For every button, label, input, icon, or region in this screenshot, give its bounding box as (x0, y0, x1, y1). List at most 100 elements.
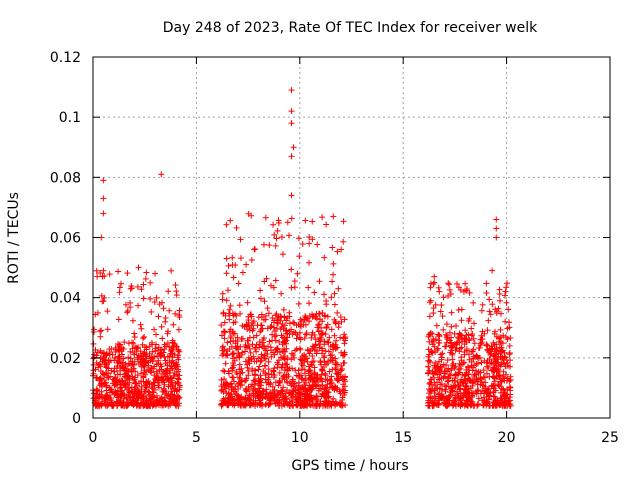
data-point (278, 290, 285, 297)
x-axis-label: GPS time / hours (291, 458, 408, 474)
data-point (333, 400, 340, 407)
data-point (498, 385, 505, 392)
data-point (435, 345, 442, 352)
data-point (149, 357, 156, 364)
data-point (225, 262, 232, 269)
data-point (427, 376, 434, 383)
data-point (153, 294, 160, 301)
data-point (144, 380, 151, 387)
data-point (231, 357, 238, 364)
data-point (155, 313, 162, 320)
data-point (440, 294, 447, 301)
data-point (323, 388, 330, 395)
data-point (465, 395, 472, 402)
data-point (490, 339, 497, 346)
data-point (503, 284, 510, 291)
data-point (230, 274, 237, 281)
data-point (248, 257, 255, 264)
data-point (244, 299, 251, 306)
data-point (312, 342, 319, 349)
data-point (286, 232, 293, 239)
data-point (502, 334, 509, 341)
data-point (265, 358, 272, 365)
data-point (438, 386, 445, 393)
data-point (117, 346, 124, 353)
data-point (333, 337, 340, 344)
data-point (301, 335, 308, 342)
data-point (160, 305, 167, 312)
data-point (302, 313, 309, 320)
data-point (327, 352, 334, 359)
data-point (291, 354, 298, 361)
data-point (257, 399, 264, 406)
data-point (148, 308, 155, 315)
data-point (164, 340, 171, 347)
data-point (226, 306, 233, 313)
data-point (150, 379, 157, 386)
data-point (219, 296, 226, 303)
data-point (257, 322, 264, 329)
data-point (316, 344, 323, 351)
data-point (218, 332, 225, 339)
data-point (248, 313, 255, 320)
data-point (293, 335, 300, 342)
data-point (493, 358, 500, 365)
data-point (427, 329, 434, 336)
data-point (436, 333, 443, 340)
data-point (136, 380, 143, 387)
data-point (451, 330, 458, 337)
data-point (426, 338, 433, 345)
data-point (335, 285, 342, 292)
data-point (264, 325, 271, 332)
data-point (276, 369, 283, 376)
data-point (100, 267, 107, 274)
data-point (232, 262, 239, 269)
data-point (333, 344, 340, 351)
data-point (308, 385, 315, 392)
notable-point (152, 270, 159, 277)
data-point (451, 372, 458, 379)
data-point (276, 396, 283, 403)
data-point (258, 400, 265, 407)
data-point (308, 334, 315, 341)
data-point (251, 372, 258, 379)
data-point (116, 289, 123, 296)
data-point (148, 384, 155, 391)
data-point (168, 388, 175, 395)
data-point (313, 315, 320, 322)
data-point (262, 362, 269, 369)
data-point (255, 380, 262, 387)
data-point (299, 241, 306, 248)
y-tick-label: 0.12 (50, 50, 81, 66)
notable-point (290, 144, 297, 151)
data-point (441, 373, 448, 380)
data-point (444, 378, 451, 385)
data-point (101, 294, 108, 301)
data-point (97, 269, 104, 276)
y-tick-label: 0.1 (59, 110, 81, 126)
data-point (322, 399, 329, 406)
data-point (106, 384, 113, 391)
data-point (266, 338, 273, 345)
data-point (108, 367, 115, 374)
data-point (261, 334, 268, 341)
data-point (322, 348, 329, 355)
data-point (303, 331, 310, 338)
data-point (477, 375, 484, 382)
data-point (249, 381, 256, 388)
data-point (225, 287, 232, 294)
data-point (448, 339, 455, 346)
data-point (146, 400, 153, 407)
data-point (331, 332, 338, 339)
data-point (245, 317, 252, 324)
data-point (493, 308, 500, 315)
data-point (261, 316, 268, 323)
data-point (499, 355, 506, 362)
data-point (269, 331, 276, 338)
data-point (325, 339, 332, 346)
data-point (232, 337, 239, 344)
data-point (164, 362, 171, 369)
y-tick-label: 0.02 (50, 351, 81, 367)
data-point (242, 343, 249, 350)
data-point (272, 277, 279, 284)
